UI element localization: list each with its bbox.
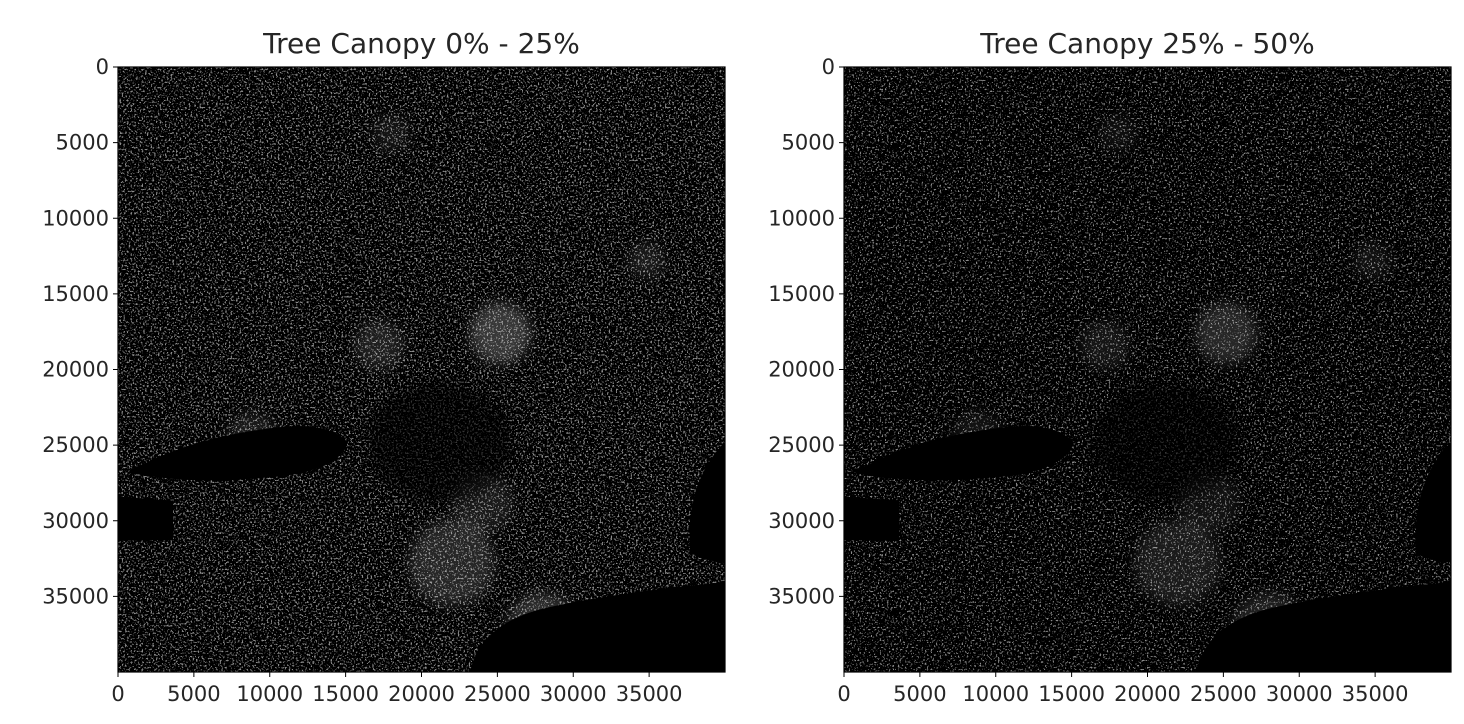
y-tick-label: 10000 xyxy=(768,206,835,230)
y-tick-label: 20000 xyxy=(42,358,109,382)
y-tick-label: 20000 xyxy=(768,358,835,382)
y-tick-label: 0 xyxy=(96,55,109,79)
x-tick-label: 35000 xyxy=(1342,682,1409,706)
x-tick-label: 0 xyxy=(111,682,124,706)
y-tick-label: 15000 xyxy=(42,282,109,306)
x-tick-label: 30000 xyxy=(540,682,607,706)
x-tick-label: 25000 xyxy=(464,682,531,706)
y-tick-label: 30000 xyxy=(768,509,835,533)
x-tick-label: 5000 xyxy=(167,682,220,706)
x-tick-label: 10000 xyxy=(236,682,303,706)
y-tick-label: 35000 xyxy=(768,584,835,608)
y-tick-label: 5000 xyxy=(782,131,835,155)
x-tick-label: 0 xyxy=(837,682,850,706)
y-tick-label: 0 xyxy=(822,55,835,79)
y-tick-label: 5000 xyxy=(56,131,109,155)
x-tick-label: 30000 xyxy=(1266,682,1333,706)
y-tick-label: 10000 xyxy=(42,206,109,230)
y-tick-label: 35000 xyxy=(42,584,109,608)
chart-title: Tree Canopy 25% - 50% xyxy=(979,27,1314,60)
x-tick-label: 20000 xyxy=(388,682,455,706)
chart-title: Tree Canopy 0% - 25% xyxy=(262,27,580,60)
raster-image xyxy=(844,67,1451,672)
y-tick-label: 30000 xyxy=(42,509,109,533)
chart-panel-1: Tree Canopy 0% - 25% 0 5000 10000 15000 20000… xyxy=(42,27,726,706)
y-tick-label: 25000 xyxy=(42,433,109,457)
x-tick-label: 15000 xyxy=(1038,682,1105,706)
y-tick-label: 25000 xyxy=(768,433,835,457)
x-tick-label: 5000 xyxy=(893,682,946,706)
x-tick-label: 10000 xyxy=(962,682,1029,706)
y-tick-label: 15000 xyxy=(768,282,835,306)
x-tick-label: 15000 xyxy=(312,682,379,706)
x-tick-label: 35000 xyxy=(616,682,683,706)
chart-panel-2: Tree Canopy 25% - 50% 0 5000 10000 15000 2000… xyxy=(768,27,1452,706)
x-tick-label: 20000 xyxy=(1114,682,1181,706)
raster-image xyxy=(118,67,725,672)
x-tick-label: 25000 xyxy=(1190,682,1257,706)
